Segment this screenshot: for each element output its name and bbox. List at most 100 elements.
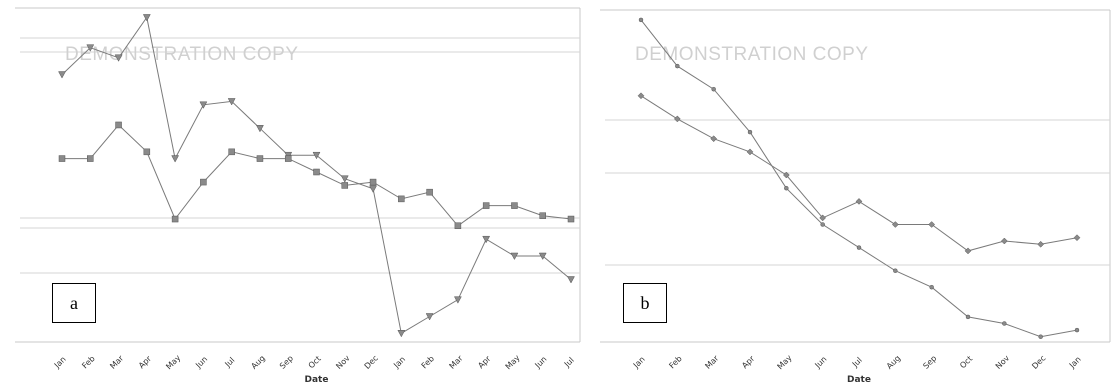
x-tick-label: Apr xyxy=(476,354,493,371)
data-point xyxy=(820,222,825,227)
data-point xyxy=(637,92,645,100)
data-point xyxy=(227,98,236,106)
x-tick-label: Jun xyxy=(533,355,549,371)
data-point xyxy=(855,198,863,205)
data-point xyxy=(482,202,490,209)
data-point xyxy=(893,268,898,273)
data-point xyxy=(965,314,971,320)
data-point xyxy=(539,212,546,219)
data-point xyxy=(1037,240,1045,248)
data-point xyxy=(1038,334,1043,339)
x-tick-label: Jan xyxy=(631,355,647,371)
data-point xyxy=(114,54,123,62)
x-tick-label: Feb xyxy=(667,354,683,370)
data-point xyxy=(1002,321,1007,326)
data-point xyxy=(784,185,789,191)
data-point xyxy=(511,202,518,209)
x-tick-label: Jan xyxy=(391,355,407,371)
x-axis-title: Date xyxy=(305,375,329,385)
data-point xyxy=(510,252,519,261)
x-tick-label: Nov xyxy=(994,353,1012,371)
x-tick-label: May xyxy=(776,353,794,371)
chart-panel-a: DEMONSTRATION COPY Jan Feb Mar Apr May Jun Jul A… xyxy=(15,7,581,385)
data-point xyxy=(747,129,753,135)
x-tick-label: Dec xyxy=(363,354,380,371)
chart-panel-b: DEMONSTRATION COPY Jan Feb Mar Apr May Jun Jul A… xyxy=(600,9,1111,385)
x-tick-label: Sep xyxy=(278,354,295,371)
x-tick-label: Jan xyxy=(52,355,68,371)
series-line-2 xyxy=(62,124,572,227)
data-point xyxy=(482,235,491,244)
panel-label-b: b xyxy=(623,283,667,323)
x-tick-label: Sep xyxy=(921,354,938,371)
x-tick-label: Feb xyxy=(420,354,436,370)
x-tick-label: Apr xyxy=(137,354,154,371)
data-point xyxy=(711,86,716,92)
data-point xyxy=(397,330,406,338)
data-point xyxy=(312,151,321,160)
x-tick-label: Jul xyxy=(223,356,237,370)
data-point xyxy=(964,247,972,255)
x-tick-label: Dec xyxy=(1030,354,1047,371)
x-tick-label: Mar xyxy=(108,353,126,371)
data-point xyxy=(284,155,292,162)
x-tick-label: Jun xyxy=(193,355,209,371)
data-point xyxy=(142,14,151,22)
x-tick-label: Mar xyxy=(703,353,721,371)
data-point xyxy=(782,171,790,179)
data-point xyxy=(928,221,936,228)
x-tick-label: Aug xyxy=(885,354,902,371)
data-point xyxy=(398,195,405,203)
data-point xyxy=(369,178,377,186)
panel-label-text: a xyxy=(70,292,78,313)
x-tick-label: Jul xyxy=(850,356,864,370)
data-point xyxy=(673,115,681,123)
data-point xyxy=(891,221,899,228)
data-point xyxy=(710,135,718,143)
panel-label-a: a xyxy=(52,283,96,323)
data-point xyxy=(426,188,433,196)
data-point xyxy=(87,155,94,162)
data-point xyxy=(58,71,66,79)
x-tick-label: Feb xyxy=(80,354,96,370)
data-point xyxy=(453,296,462,304)
data-point xyxy=(228,148,235,156)
data-point xyxy=(313,168,320,176)
x-tick-label: Mar xyxy=(448,353,466,371)
data-point xyxy=(369,185,377,193)
data-point xyxy=(638,17,644,23)
data-point xyxy=(819,214,827,222)
x-axis-title: Date xyxy=(847,375,871,385)
data-point xyxy=(340,175,349,183)
data-point xyxy=(929,284,934,290)
data-point xyxy=(341,182,349,189)
data-point xyxy=(86,44,95,52)
x-tick-label: Jan xyxy=(1067,355,1083,371)
data-point xyxy=(58,155,66,162)
x-tick-label: Oct xyxy=(958,354,974,370)
data-point xyxy=(675,63,680,69)
x-tick-label: Jun xyxy=(813,355,829,371)
data-point xyxy=(746,148,754,156)
x-tick-label: May xyxy=(164,353,182,371)
data-point xyxy=(171,155,180,163)
data-point xyxy=(143,148,151,156)
panel-label-text: b xyxy=(640,292,650,313)
data-point xyxy=(454,222,462,230)
watermark-text: DEMONSTRATION COPY xyxy=(65,44,299,65)
series-line-1 xyxy=(640,19,1078,338)
data-point xyxy=(567,276,575,284)
data-point xyxy=(1073,234,1081,242)
data-point xyxy=(200,178,207,186)
data-point xyxy=(567,215,575,223)
x-tick-label: May xyxy=(504,353,522,371)
x-tick-label: Aug xyxy=(249,354,266,371)
data-point xyxy=(425,313,434,321)
data-point xyxy=(1000,237,1008,245)
data-point xyxy=(538,252,547,261)
data-point xyxy=(256,155,264,162)
watermark-text: DEMONSTRATION COPY xyxy=(635,44,869,65)
data-point xyxy=(171,215,179,223)
x-tick-label: Jul xyxy=(562,356,576,370)
